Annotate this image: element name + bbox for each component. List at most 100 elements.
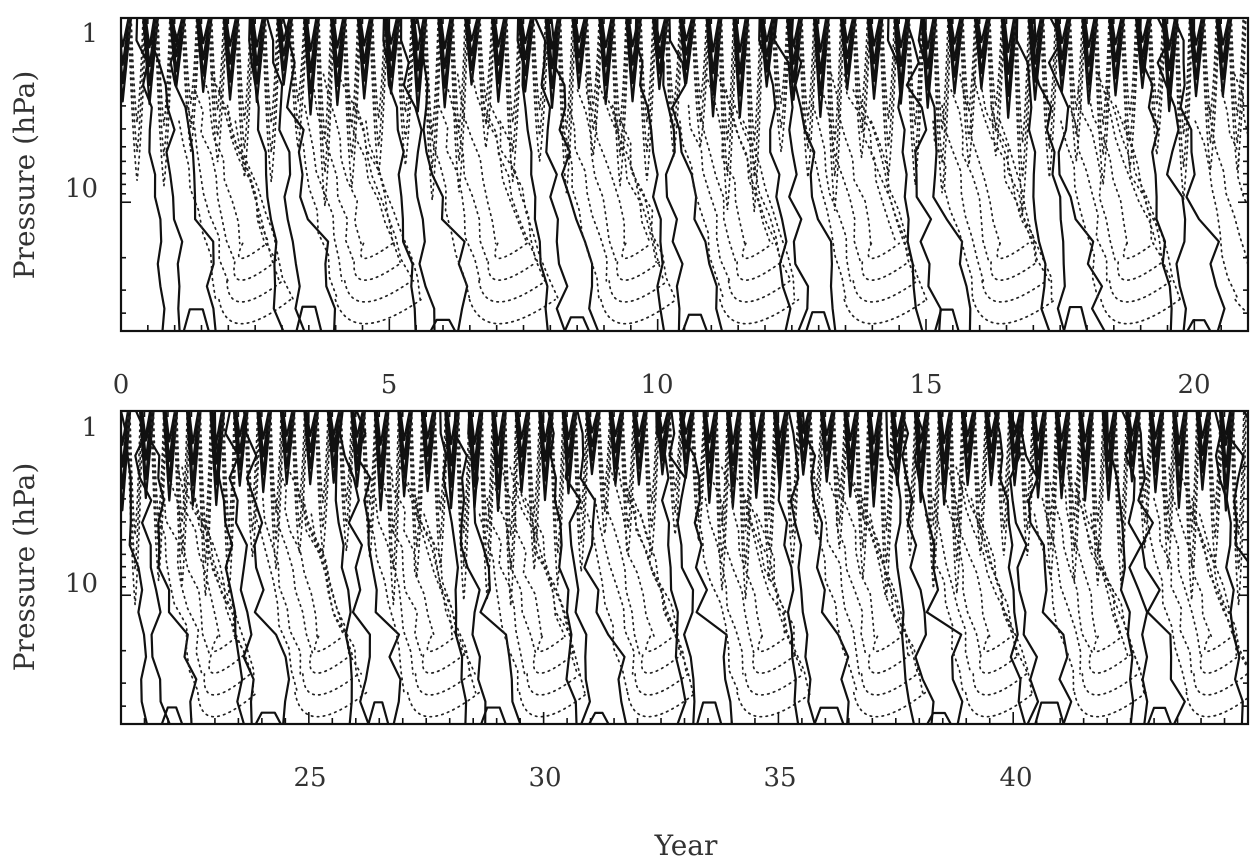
qbo-westerly-contour [668,411,696,724]
qbo-easterly-contour [322,73,362,245]
sao-easterly-contour [314,411,332,554]
qbo-westerly-contour [917,18,972,331]
qbo-easterly-contour [620,120,677,301]
sao-easterly-contour [738,411,753,566]
qbo-easterly-contour [176,466,221,638]
qbo-easterly-contour [170,482,211,656]
sao-contour [493,411,505,447]
sao-contour [277,18,293,72]
qbo-easterly-contour [201,513,255,694]
sao-easterly-contour [1020,411,1035,531]
sao-easterly-contour [504,18,521,153]
qbo-easterly-contour [532,654,574,674]
sao-contour [867,18,883,83]
sao-contour [634,411,646,438]
qbo-easterly-contour [1041,497,1082,675]
qbo-westerly-contour [1034,701,1065,724]
sao-contour [210,411,224,465]
qbo-easterly-contour [757,635,788,653]
sao-easterly-contour [530,18,550,162]
sao-contour [1108,18,1125,80]
qbo-westerly-contour [1015,18,1051,331]
sao-easterly-contour [504,411,517,536]
qbo-westerly-contour [439,411,468,724]
qbo-easterly-contour [187,482,248,656]
sao-easterly-contour [1185,411,1198,533]
qbo-easterly-contour [269,482,314,656]
sao-easterly-contour [801,18,815,121]
sao-contour [625,18,642,85]
sao-easterly-contour [130,18,144,123]
sao-contour [798,411,810,434]
qbo-easterly-contour [1057,466,1097,638]
sao-easterly-contour [879,411,894,564]
qbo-easterly-contour [486,497,526,675]
qbo-easterly-contour [867,654,911,674]
qbo-easterly-contour [999,120,1053,301]
qbo-easterly-contour [843,298,928,325]
qbo-westerly-contour [265,18,306,331]
qbo-easterly-contour [608,280,669,303]
qbo-easterly-contour [382,482,423,656]
qbo-westerly-contour [145,411,198,724]
top-plot-frame [119,16,1250,333]
qbo-easterly-contour [978,513,1033,694]
sao-easterly-contour [667,18,681,107]
sao-easterly-contour [905,18,925,186]
sao-easterly-contour [316,18,334,173]
sao-contour [439,18,452,50]
qbo-westerly-contour [355,411,402,724]
sao-contour [251,18,264,48]
sao-easterly-contour [640,18,654,123]
sao-contour [1056,411,1069,442]
qbo-westerly-contour [480,706,507,724]
sao-easterly-contour [291,18,305,102]
sao-easterly-contour [527,411,542,542]
sao-easterly-contour [371,18,386,119]
qbo-easterly-contour [414,673,473,696]
sao-easterly-contour [549,411,567,585]
qbo-westerly-contour [224,411,255,724]
sao-easterly-contour [154,18,174,186]
qbo-easterly-contour [609,466,655,638]
sao-easterly-contour [316,411,329,503]
sao-easterly-contour [267,411,285,570]
sao-contour [257,411,271,458]
qbo-westerly-contour [1121,411,1149,724]
qbo-easterly-contour [634,673,690,696]
sao-easterly-contour [370,18,387,147]
sao-easterly-contour [502,411,520,606]
qbo-easterly-contour [601,482,641,656]
qbo-easterly-contour [234,120,295,301]
qbo-easterly-contour [193,89,236,263]
qbo-easterly-contour [399,466,453,638]
qbo-westerly-contour [787,411,816,724]
sao-contour [386,18,398,45]
qbo-westerly-contour [634,18,666,331]
qbo-easterly-contour [872,635,903,653]
qbo-easterly-contour [532,513,586,694]
sao-contour [422,411,436,458]
sao-contour [1190,18,1204,63]
sao-easterly-contour [525,411,543,570]
sao-contour [546,18,560,70]
sao-contour [170,18,185,58]
sao-easterly-contour [996,411,1012,530]
qbo-easterly-contour [852,89,913,263]
qbo-easterly-contour [294,482,354,656]
sao-easterly-contour [774,18,788,104]
sao-contour [1080,411,1092,443]
bottom-xtick-40: 40 [999,763,1032,793]
qbo-westerly-contour [1139,18,1173,331]
qbo-westerly-contour [1146,706,1173,724]
bottom-ytick-10: 10 [65,569,98,599]
sao-easterly-contour [763,411,776,520]
sao-easterly-contour [901,411,919,556]
sao-contour [466,18,479,42]
qbo-westerly-contour [885,411,915,724]
qbo-easterly-contour [537,635,567,653]
sao-contour [545,18,561,90]
sao-contour [734,18,747,53]
qbo-easterly-contour [178,120,217,301]
qbo-westerly-contour [1135,411,1186,724]
